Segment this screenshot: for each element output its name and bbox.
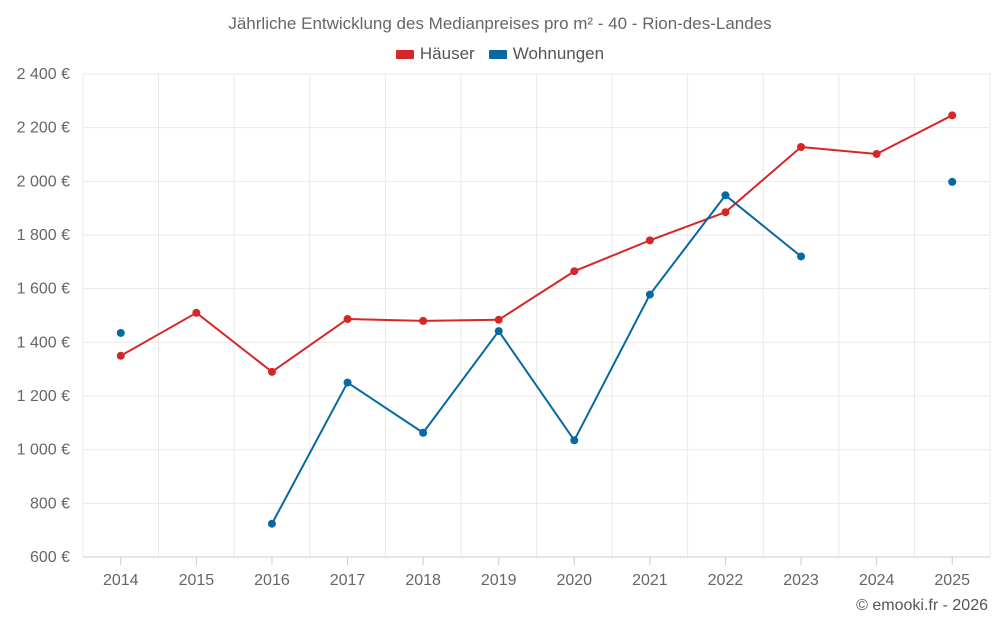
data-point-haeuser: [948, 111, 957, 120]
data-point-wohnungen: [494, 327, 503, 336]
legend-swatch-wohnungen: [488, 49, 507, 59]
legend: Häuser Wohnungen: [0, 44, 1000, 64]
data-point-haeuser: [721, 208, 730, 217]
data-point-haeuser: [797, 142, 806, 151]
x-tick-label: 2019: [481, 572, 517, 589]
x-tick-label: 2022: [708, 572, 744, 589]
series-haeuser: [116, 111, 957, 376]
y-tick-label: 1 200 €: [17, 388, 70, 405]
data-point-wohnungen: [948, 177, 957, 186]
data-point-wohnungen: [645, 290, 654, 299]
y-tick-label: 2 400 €: [17, 66, 70, 83]
x-tick-label: 2015: [179, 572, 215, 589]
data-point-haeuser: [267, 367, 276, 376]
credit-text: © emooki.fr - 2026: [856, 597, 988, 614]
x-tick-label: 2020: [556, 572, 592, 589]
y-tick-label: 2 000 €: [17, 173, 70, 190]
data-point-wohnungen: [570, 436, 579, 445]
y-tick-label: 600 €: [30, 549, 70, 566]
y-tick-label: 1 600 €: [17, 281, 70, 298]
y-tick-label: 800 €: [30, 495, 70, 512]
legend-item-haeuser[interactable]: Häuser: [395, 44, 475, 64]
data-point-wohnungen: [343, 378, 352, 387]
x-tick-label: 2017: [330, 572, 366, 589]
legend-label-wohnungen: Wohnungen: [512, 44, 605, 63]
x-tick-label: 2014: [103, 572, 139, 589]
data-point-wohnungen: [797, 252, 806, 261]
series-wohnungen: [116, 177, 957, 528]
y-tick-label: 1 400 €: [17, 334, 70, 351]
data-point-wohnungen: [721, 191, 730, 200]
data-point-haeuser: [116, 351, 125, 360]
x-tick-label: 2023: [783, 572, 819, 589]
series-line-haeuser: [120, 114, 953, 373]
data-point-haeuser: [192, 308, 201, 317]
chart-title: Jährliche Entwicklung des Medianpreises …: [228, 14, 772, 33]
y-tick-label: 2 200 €: [17, 120, 70, 137]
data-point-haeuser: [570, 267, 579, 276]
x-tick-label: 2021: [632, 572, 668, 589]
legend-swatch-haeuser: [395, 49, 414, 59]
grid-lines: [82, 73, 991, 557]
x-tick-label: 2025: [934, 572, 970, 589]
legend-item-wohnungen[interactable]: Wohnungen: [488, 44, 605, 64]
data-point-wohnungen: [419, 428, 428, 437]
x-tick-label: 2016: [254, 572, 290, 589]
data-point-wohnungen: [267, 519, 276, 528]
data-point-wohnungen: [116, 328, 125, 337]
y-tick-label: 1 800 €: [17, 227, 70, 244]
x-tick-label: 2018: [405, 572, 441, 589]
x-tick-label: 2024: [859, 572, 895, 589]
data-point-haeuser: [343, 314, 352, 323]
data-point-haeuser: [872, 149, 881, 158]
legend-label-haeuser: Häuser: [419, 44, 475, 63]
data-point-haeuser: [645, 236, 654, 245]
data-point-haeuser: [419, 316, 428, 325]
y-tick-label: 1 000 €: [17, 442, 70, 459]
data-point-haeuser: [494, 315, 503, 324]
series-line-wohnungen: [271, 194, 802, 525]
